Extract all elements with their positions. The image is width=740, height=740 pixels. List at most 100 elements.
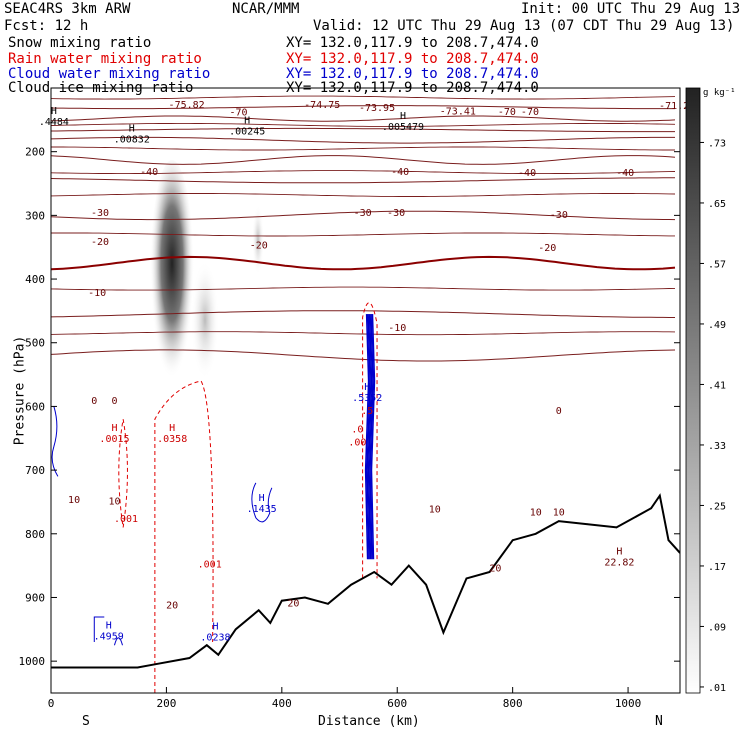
temperature-contour-minor	[51, 146, 675, 151]
temperature-contour--10	[51, 210, 676, 221]
terrain-point	[327, 603, 329, 605]
x-tick-label: 200	[156, 697, 176, 710]
temperature-label: -30	[550, 210, 568, 221]
temperature-label: -40	[616, 168, 634, 179]
x-tick-label: 0	[48, 697, 55, 710]
model-title: SEAC4RS 3km ARW	[4, 1, 131, 17]
temperature-label: -73.41	[440, 106, 476, 117]
temperature-label: -71.27	[659, 101, 695, 112]
temperature-contour-minor	[51, 286, 676, 291]
maximum-marker: H	[400, 111, 406, 122]
y-tick-label: 800	[25, 528, 45, 541]
temperature-contour--50	[51, 127, 675, 133]
temperature-label: -40	[140, 167, 158, 178]
x-tick-label: 1000	[615, 697, 642, 710]
terrain-point	[390, 583, 393, 586]
colorbar-tick-label: .25	[708, 501, 726, 512]
x-tick-label: 400	[272, 697, 292, 710]
terrain-point	[442, 631, 445, 634]
maximum-marker: H	[111, 423, 117, 434]
temperature-contour-minor	[51, 232, 675, 237]
x-end-label-south: S	[82, 714, 90, 729]
terrain-line	[51, 493, 680, 669]
terrain-point	[425, 583, 427, 586]
colorbar-unit: g kg⁻¹	[703, 88, 736, 98]
colorbar-tick-label: .73	[708, 138, 726, 149]
temperature-label: 0	[556, 406, 562, 417]
rain-contour	[154, 380, 214, 693]
temperature-label: 10	[108, 497, 120, 508]
field-xy-rain: XY= 132.0,117.9 to 208.7,474.0	[286, 51, 539, 67]
temperature-label: -20	[91, 237, 109, 248]
y-tick-label: 200	[25, 146, 45, 159]
temperature-label: -73.95	[359, 103, 395, 114]
maximum-value: .0358	[157, 434, 187, 445]
maximum-value: .0238	[200, 633, 230, 644]
temperature-contour-minor	[51, 122, 676, 127]
y-tick-label: 1000	[19, 655, 46, 668]
y-tick-label: 500	[25, 337, 45, 350]
terrain-point	[373, 571, 375, 573]
temperature-label: -10	[388, 323, 406, 334]
field-xy-cloud-water: XY= 132.0,117.9 to 208.7,474.0	[286, 66, 539, 82]
cloud-water-contour	[366, 314, 371, 560]
terrain-point	[511, 539, 514, 541]
terrain-point	[586, 523, 589, 526]
temperature-label: -75.82	[169, 100, 205, 111]
rain-label: .00	[348, 437, 366, 448]
cloud-water-contour	[51, 406, 59, 477]
field-xy-snow: XY= 132.0,117.9 to 208.7,474.0	[286, 35, 539, 51]
cloud-water-contour	[251, 482, 273, 523]
y-tick-label: 400	[25, 273, 45, 286]
maximum-value: .00832	[114, 135, 150, 146]
temperature-contour-10	[51, 310, 675, 318]
terrain-point	[188, 657, 191, 659]
terrain-point	[659, 494, 661, 497]
x-axis-title: Distance (km)	[318, 714, 420, 729]
maximum-marker: H	[212, 622, 218, 633]
rain-label: .0	[351, 425, 363, 436]
terrain-point	[257, 609, 260, 612]
cloud-water-contour	[93, 616, 123, 646]
y-tick-label: 900	[25, 591, 45, 604]
terrain-point	[650, 507, 652, 510]
rain-contour	[118, 419, 128, 528]
terrain-point	[154, 663, 156, 666]
forecast-hour: Fcst: 12 h	[4, 18, 89, 34]
temperature-label: -40	[518, 168, 536, 179]
temperature-label: -30	[387, 208, 405, 219]
y-tick-label: 700	[25, 464, 45, 477]
temperature-label: -30	[354, 208, 372, 219]
maximum-marker: H	[616, 547, 622, 558]
temperature-label: 0	[91, 396, 97, 407]
y-axis-title: Pressure (hPa)	[12, 335, 28, 446]
x-end-label-north: N	[655, 714, 663, 729]
maximum-value: .1435	[247, 504, 277, 515]
field-label-cloud-water: Cloud water mixing ratio	[8, 66, 211, 82]
field-label-rain: Rain water mixing ratio	[8, 51, 202, 67]
temperature-label: -20	[538, 243, 556, 254]
organization: NCAR/MMM	[232, 1, 300, 17]
temperature-label: -70	[521, 107, 539, 118]
rain-label: .001	[114, 514, 138, 525]
temperature-contour-minor	[51, 331, 676, 336]
temperature-label: 10	[553, 508, 565, 519]
temperature-contour-minor	[51, 193, 676, 197]
maximum-marker: H	[244, 115, 250, 126]
terrain-point	[488, 571, 491, 573]
cloud-water-contour	[364, 314, 370, 560]
snow-shading	[150, 160, 264, 390]
maximum-value: .4484	[39, 117, 69, 128]
temperature-contour--70	[51, 105, 675, 110]
valid-time: Valid: 12 UTC Thu 29 Aug 13 (07 CDT Thu …	[313, 18, 735, 34]
terrain-point	[136, 666, 139, 669]
temperature-label: -74.75	[304, 100, 340, 111]
cloud-water-contour	[367, 314, 373, 560]
terrain-point	[465, 577, 468, 580]
temperature-contour-minor	[51, 95, 676, 100]
init-time: Init: 00 UTC Thu 29 Aug 13	[521, 1, 740, 17]
terrain-point	[304, 596, 306, 599]
maximum-marker: H	[106, 620, 112, 631]
maximum-marker: H	[364, 382, 370, 393]
y-tick-label: 300	[25, 209, 45, 222]
